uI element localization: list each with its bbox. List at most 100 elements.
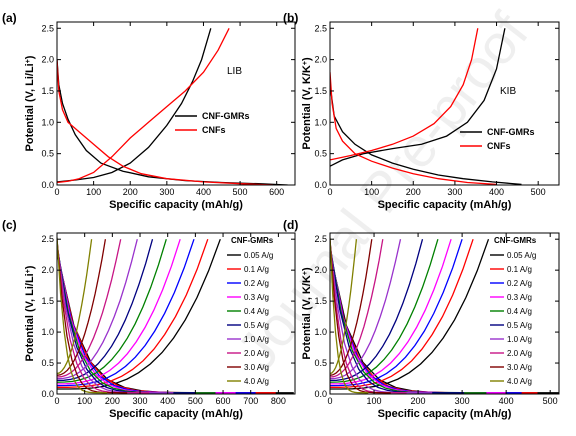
x-axis-label: Specific capacity (mAh/g) bbox=[109, 408, 243, 420]
y-tick-label: 2.5 bbox=[314, 234, 327, 244]
legend-label: 0.5 A/g bbox=[244, 321, 269, 330]
x-tick-label: 100 bbox=[364, 187, 379, 197]
y-tick-label: 0.5 bbox=[41, 149, 54, 159]
legend-label: 1.0 A/g bbox=[507, 335, 532, 344]
x-tick-label: 600 bbox=[216, 396, 231, 406]
y-tick-label: 0.0 bbox=[314, 180, 327, 190]
x-tick-label: 400 bbox=[499, 396, 514, 406]
y-axis-label-sup: + bbox=[25, 269, 32, 273]
legend-label: 1.0 A/g bbox=[244, 335, 269, 344]
rate-charge-8 bbox=[57, 239, 107, 376]
legend-label: 4.0 A/g bbox=[507, 377, 532, 386]
y-tick-label: 2.0 bbox=[314, 265, 327, 275]
series-discharge-0 bbox=[330, 84, 522, 185]
x-tick-label: 400 bbox=[489, 187, 504, 197]
axes-frame bbox=[329, 232, 560, 395]
legend-label: 0.5 A/g bbox=[507, 321, 532, 330]
y-axis-label: Potential (V, K/K+) bbox=[301, 57, 313, 150]
x-tick-label: 600 bbox=[269, 187, 284, 197]
y-tick-label: 2.0 bbox=[41, 55, 54, 65]
y-axis-label: Potential (V, Li/Li+) bbox=[24, 55, 36, 151]
legend-label: CNF-GMRs bbox=[487, 127, 535, 137]
y-tick-label: 1.5 bbox=[41, 296, 54, 306]
panel-label: (c) bbox=[2, 218, 17, 232]
legend-label: 2.0 A/g bbox=[507, 349, 532, 358]
y-tick-label: 0.0 bbox=[41, 180, 54, 190]
x-tick-label: 100 bbox=[367, 396, 382, 406]
series-charge-1 bbox=[57, 28, 230, 184]
legend-label: 4.0 A/g bbox=[244, 377, 269, 386]
x-tick-label: 400 bbox=[196, 187, 211, 197]
y-tick-label: 1.0 bbox=[41, 117, 54, 127]
rate-charge-8 bbox=[330, 239, 373, 376]
panel-annotation: LIB bbox=[227, 66, 242, 77]
y-axis-label-end: ) bbox=[24, 265, 36, 269]
y-tick-label: 1.0 bbox=[314, 117, 327, 127]
panel-3: 0 100 200 300 400 500 600 700 800 0.0 0.5 1.0 1.5 2.0… bbox=[2, 218, 296, 420]
y-tick-label: 2.5 bbox=[41, 234, 54, 244]
panel-2: 0 100 200 300 400 500 0.0 0.5 1.0 1.5 2.0 2.5 Specif… bbox=[283, 11, 560, 211]
x-tick-label: 400 bbox=[160, 396, 175, 406]
legend-label: 0.05 A/g bbox=[244, 251, 273, 260]
x-axis-label: Specific capacity (mAh/g) bbox=[109, 199, 243, 211]
legend-label: CNFs bbox=[202, 125, 226, 135]
legend-label: 0.05 A/g bbox=[507, 251, 536, 260]
x-tick-label: 100 bbox=[77, 396, 92, 406]
y-axis-label-main: Potential (V, Li/Li bbox=[24, 273, 36, 361]
legend-title: CNF-GMRs bbox=[494, 236, 537, 245]
y-tick-label: 0.5 bbox=[314, 358, 327, 368]
y-axis-label-sup: + bbox=[25, 59, 32, 63]
rate-charge-1 bbox=[57, 238, 209, 388]
x-tick-label: 0 bbox=[327, 396, 332, 406]
series-discharge-1 bbox=[330, 72, 497, 185]
y-axis-label-sup: + bbox=[302, 271, 309, 275]
y-axis-label: Potential (V, Li/Li+) bbox=[24, 265, 36, 361]
axes-frame bbox=[329, 21, 560, 186]
x-tick-label: 800 bbox=[271, 396, 286, 406]
x-tick-label: 500 bbox=[531, 187, 546, 197]
rate-discharge-9 bbox=[330, 237, 369, 394]
panel-annotation: KIB bbox=[500, 86, 516, 97]
rate-charge-3 bbox=[57, 238, 181, 385]
y-axis-label-main: Potential (V, Li/Li bbox=[24, 63, 36, 151]
y-tick-label: 1.5 bbox=[41, 86, 54, 96]
rate-charge-9 bbox=[330, 239, 358, 375]
x-tick-label: 300 bbox=[447, 187, 462, 197]
plot-area bbox=[57, 237, 294, 394]
rate-discharge-6 bbox=[57, 242, 174, 394]
y-axis-label: Potential (V, K/K+) bbox=[301, 267, 313, 360]
panel-label: (a) bbox=[2, 11, 17, 25]
legend-label: 0.2 A/g bbox=[244, 279, 269, 288]
x-tick-label: 300 bbox=[159, 187, 174, 197]
rate-charge-5 bbox=[330, 239, 424, 382]
plot-area bbox=[330, 28, 522, 185]
legend-label: 3.0 A/g bbox=[507, 363, 532, 372]
legend-label: 2.0 A/g bbox=[244, 349, 269, 358]
y-axis-label-main: Potential (V, K/K bbox=[301, 275, 313, 360]
y-axis-label-end: ) bbox=[301, 267, 313, 271]
y-axis-label-sup: + bbox=[302, 61, 309, 65]
legend-label: CNF-GMRs bbox=[202, 111, 250, 121]
x-tick-label: 500 bbox=[233, 187, 248, 197]
panel-label: (b) bbox=[283, 11, 298, 25]
panel-1: 0 100 200 300 400 500 600 0.0 0.5 1.0 1.5 2.0 2.5 Spe… bbox=[2, 11, 296, 211]
y-tick-label: 0.5 bbox=[314, 149, 327, 159]
x-tick-label: 200 bbox=[411, 396, 426, 406]
panel-4: 0 100 200 300 400 500 0.0 0.5 1.0 1.5 2.0 2.5 Specif… bbox=[283, 218, 560, 420]
plot-area bbox=[330, 237, 559, 394]
y-tick-label: 0.5 bbox=[41, 358, 54, 368]
legend-label: 0.4 A/g bbox=[507, 307, 532, 316]
rate-discharge-6 bbox=[330, 242, 433, 394]
series-discharge-1 bbox=[57, 59, 274, 185]
rate-charge-0 bbox=[57, 238, 221, 390]
x-tick-label: 0 bbox=[327, 187, 332, 197]
rate-charge-4 bbox=[330, 239, 439, 383]
x-tick-label: 300 bbox=[455, 396, 470, 406]
y-axis-label-end: ) bbox=[24, 55, 36, 59]
series-charge-1 bbox=[330, 28, 479, 161]
legend-label: 3.0 A/g bbox=[244, 363, 269, 372]
rate-discharge-9 bbox=[57, 237, 108, 394]
y-tick-label: 1.5 bbox=[314, 296, 327, 306]
rate-charge-3 bbox=[330, 239, 452, 385]
rate-discharge-5 bbox=[330, 244, 465, 394]
